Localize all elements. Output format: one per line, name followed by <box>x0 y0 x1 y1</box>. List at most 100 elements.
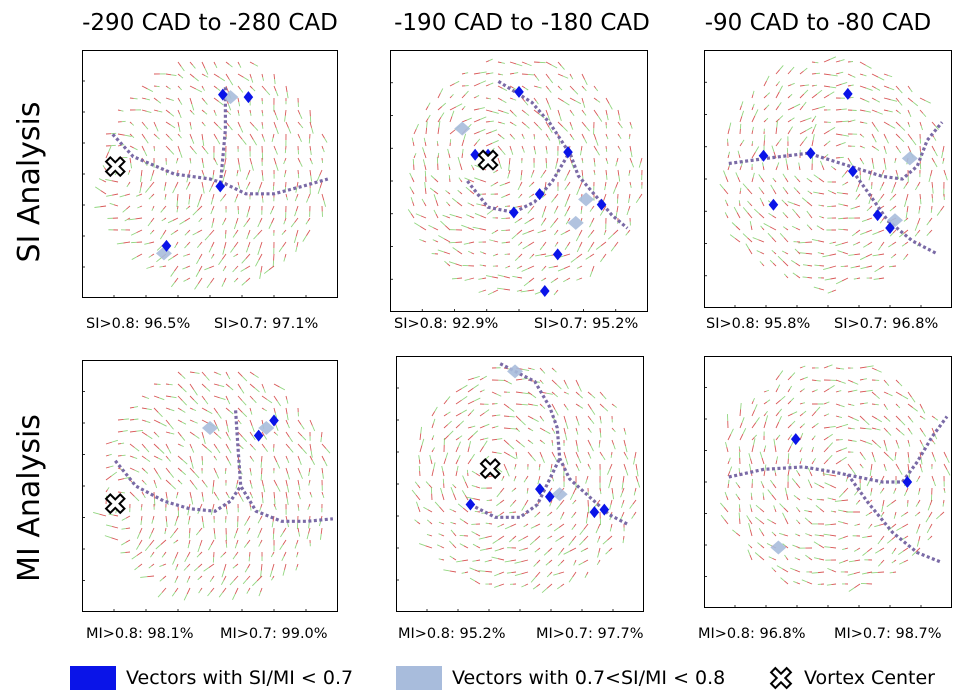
flow-vector <box>515 63 523 67</box>
flow-vector <box>309 491 312 495</box>
flow-vector <box>751 445 754 453</box>
flow-vector <box>791 259 796 264</box>
flow-vector <box>241 281 247 286</box>
flow-vector <box>201 371 207 377</box>
flow-vector <box>782 568 789 573</box>
flow-vector <box>549 571 553 575</box>
flow-vector <box>822 473 830 476</box>
flow-vector <box>799 130 807 135</box>
flow-vector <box>533 562 538 567</box>
flow-vector <box>245 277 251 283</box>
flow-vector <box>771 494 777 501</box>
flow-vector <box>141 121 146 126</box>
mid-si-region <box>567 215 584 230</box>
flow-vector <box>521 133 524 137</box>
flow-vector <box>463 105 466 109</box>
flow-vector <box>249 383 256 389</box>
flow-vector <box>559 515 563 520</box>
flow-vector <box>583 88 587 92</box>
flow-vector <box>861 572 868 575</box>
flow-vector <box>794 175 798 180</box>
flow-vector <box>839 368 845 370</box>
flow-vector <box>775 127 778 135</box>
flow-vector <box>139 187 142 194</box>
flow-vector <box>246 217 251 223</box>
flow-vector <box>443 424 449 429</box>
flow-vector <box>598 535 601 540</box>
flow-vector <box>489 239 494 242</box>
flow-vector <box>416 501 419 508</box>
flow-vector <box>530 441 534 445</box>
flow-vector <box>550 499 553 504</box>
flow-vector <box>775 460 778 465</box>
flow-vector <box>184 244 188 249</box>
flow-vector <box>459 543 465 547</box>
flow-vector <box>491 426 496 429</box>
flow-vector <box>452 557 457 561</box>
flow-vector <box>239 421 242 425</box>
flow-vector <box>614 405 618 408</box>
flow-vector <box>625 455 629 460</box>
flow-vector <box>724 199 728 204</box>
flow-vector <box>866 480 870 487</box>
flow-vector <box>571 76 574 80</box>
flow-vector <box>141 419 147 422</box>
flow-vector <box>174 587 179 593</box>
flow-vector <box>247 181 251 186</box>
flow-vector <box>617 109 620 116</box>
flow-vector <box>169 149 175 155</box>
flow-vector <box>227 494 230 499</box>
flow-vector <box>509 455 517 460</box>
flow-vector <box>319 533 322 540</box>
flow-vector <box>449 95 453 99</box>
flow-vector <box>201 407 208 412</box>
flow-vector <box>633 458 636 465</box>
flow-vector <box>599 391 604 396</box>
flow-vector <box>154 483 158 489</box>
flow-vector <box>883 427 888 433</box>
low-si-region <box>269 414 279 427</box>
flow-vector <box>431 469 434 477</box>
flow-vector <box>193 484 198 490</box>
flow-vector <box>198 219 201 223</box>
flow-vector <box>796 190 801 195</box>
flow-vector <box>259 539 263 544</box>
flow-vector <box>739 105 742 111</box>
flow-vector <box>789 385 793 390</box>
flow-vector <box>755 516 760 521</box>
flow-vector <box>266 399 273 404</box>
flow-vector <box>171 396 177 399</box>
flow-vector <box>160 539 167 545</box>
flow-vector <box>192 408 197 412</box>
flow-vector <box>759 197 763 203</box>
flow-vector <box>419 238 423 242</box>
low-si-region <box>902 476 913 488</box>
flow-vector <box>889 196 894 201</box>
flow-vector <box>508 538 513 543</box>
panel-si-290 <box>82 50 338 298</box>
flow-vector <box>811 437 815 441</box>
flow-vector <box>920 125 923 131</box>
flow-vector <box>773 151 777 159</box>
flow-vector <box>871 121 876 128</box>
flow-vector <box>160 422 167 427</box>
flow-vector <box>294 217 299 223</box>
flow-vector <box>433 194 437 201</box>
flow-vector <box>273 479 278 487</box>
flow-vector <box>518 253 523 258</box>
flow-vector <box>271 217 275 224</box>
flow-vector <box>449 83 455 87</box>
flow-vector <box>201 145 206 151</box>
flow-vector <box>165 109 171 114</box>
flow-vector <box>464 278 470 281</box>
mid-si-region <box>202 421 218 436</box>
flow-vector <box>473 384 479 389</box>
flow-vector <box>919 97 926 102</box>
flow-vector <box>243 76 250 81</box>
low-si-region <box>843 87 853 100</box>
flow-vector <box>799 252 806 254</box>
flow-vector <box>790 397 795 402</box>
flow-vector <box>456 201 463 207</box>
flow-vector <box>595 528 599 534</box>
flow-vector <box>177 61 182 67</box>
